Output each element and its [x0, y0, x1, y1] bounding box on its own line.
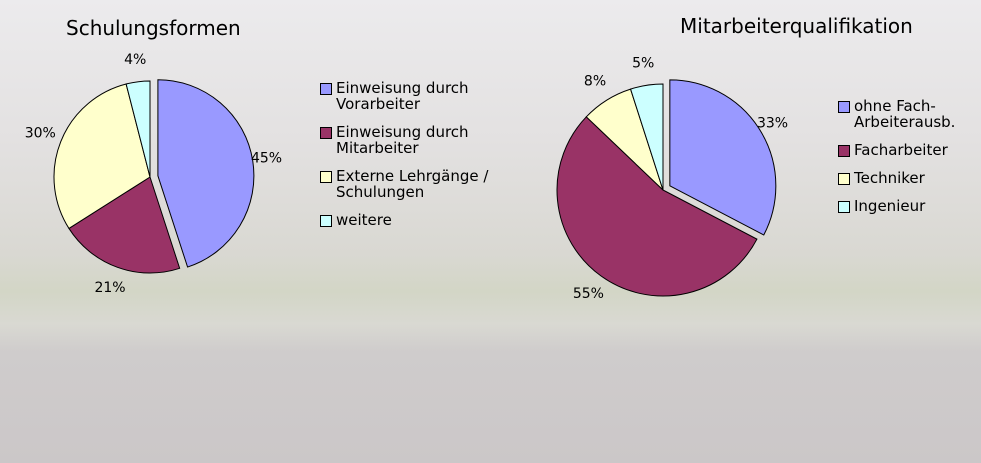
value-label: 33% — [757, 116, 788, 132]
legend-swatch — [320, 83, 332, 95]
legend-label: Externe Lehrgänge / Schulungen — [336, 167, 489, 201]
value-label: 8% — [584, 74, 606, 90]
pie-slice — [125, 80, 151, 178]
legend-entry: Techniker — [838, 170, 978, 186]
pie-slice — [53, 83, 151, 230]
chart-title: Schulungsformen — [66, 16, 241, 40]
legend-entry: ohne Fach-Arbeiterausb. — [838, 98, 978, 130]
legend-label: Facharbeiter — [854, 141, 948, 159]
legend-entry: Facharbeiter — [838, 142, 978, 158]
legend-entry: weitere — [320, 212, 520, 228]
legend-swatch — [320, 215, 332, 227]
legend-label: Einweisung durch Vorarbeiter — [336, 79, 469, 113]
pie-slice — [157, 79, 255, 268]
legend-entry: Einweisung durch Vorarbeiter — [320, 80, 520, 112]
legend-swatch — [838, 201, 850, 213]
value-label: 21% — [94, 280, 125, 296]
legend-swatch — [838, 173, 850, 185]
legend-label: Einweisung durch Mitarbeiter — [336, 123, 469, 157]
legend-swatch — [320, 171, 332, 183]
value-label: 30% — [25, 126, 56, 142]
legend-entry: Ingenieur — [838, 198, 978, 214]
pie-slice — [629, 83, 664, 191]
value-label: 45% — [251, 151, 282, 167]
legend-label: Ingenieur — [854, 197, 926, 215]
pie-slice — [669, 79, 777, 236]
value-label: 5% — [632, 56, 654, 72]
legend-label: weitere — [336, 211, 392, 229]
value-label: 4% — [124, 52, 146, 68]
legend-swatch — [320, 127, 332, 139]
legend-entry: Einweisung durch Mitarbeiter — [320, 124, 520, 156]
legend-label: Techniker — [854, 169, 925, 187]
legend-swatch — [838, 101, 850, 113]
legend-entry: Externe Lehrgänge / Schulungen — [320, 168, 520, 200]
value-label: 55% — [573, 286, 604, 302]
pie-slice — [68, 176, 181, 274]
chart-title: Mitarbeiterqualifikation — [680, 14, 913, 38]
legend-label: ohne Fach-Arbeiterausb. — [854, 97, 956, 131]
legend-swatch — [838, 145, 850, 157]
pie-slice — [556, 116, 758, 297]
